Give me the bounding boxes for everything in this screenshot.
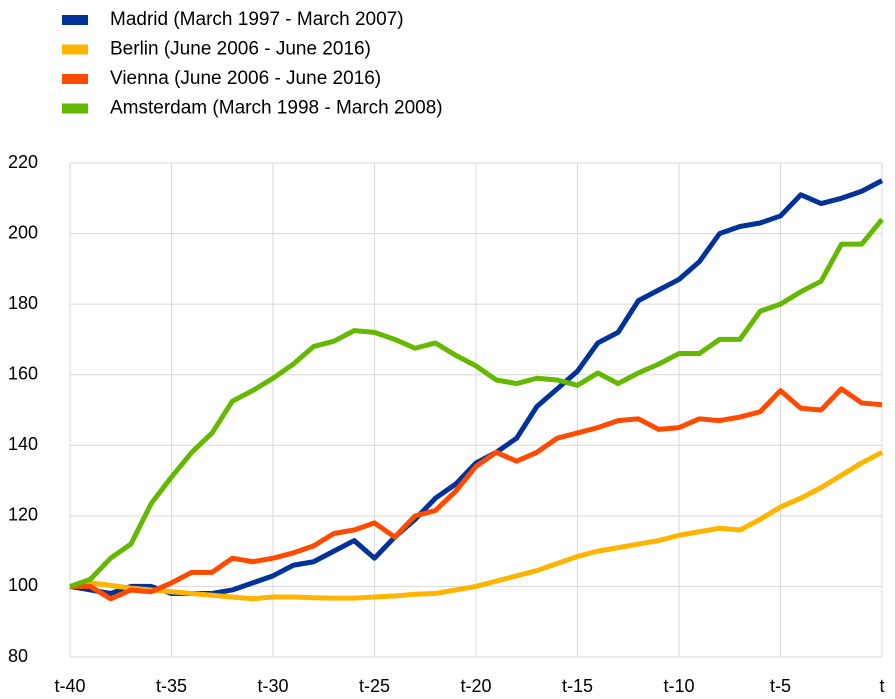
legend-swatch	[62, 103, 88, 114]
x-tick-label: t-30	[257, 676, 288, 696]
legend-swatch	[62, 15, 88, 25]
x-tick-label: t	[879, 676, 884, 696]
x-tick-label: t-5	[770, 676, 791, 696]
x-tick-label: t-10	[663, 676, 694, 696]
x-tick-label: t-35	[156, 676, 187, 696]
line-series	[69, 450, 884, 602]
y-tick-label: 120	[8, 505, 38, 525]
x-tick-label: t-25	[359, 676, 390, 696]
line-series	[70, 386, 883, 602]
legend-label: Madrid (March 1997 - March 2007)	[110, 9, 404, 30]
y-tick-label: 100	[8, 575, 38, 595]
x-tick-label: t-15	[562, 676, 593, 696]
x-tick-label: t-20	[460, 676, 491, 696]
legend-label: Amsterdam (March 1998 - March 2008)	[110, 98, 443, 119]
y-tick-label: 200	[8, 222, 38, 242]
y-tick-label: 140	[8, 434, 38, 454]
y-tick-label: 80	[8, 646, 28, 666]
y-tick-label: 220	[8, 152, 38, 172]
legend-swatch	[62, 44, 88, 55]
legend-label: Vienna (June 2006 - June 2016)	[110, 68, 381, 89]
line-series	[69, 217, 884, 589]
legend-swatch	[62, 74, 88, 84]
legend-label: Berlin (June 2006 - June 2016)	[110, 39, 371, 60]
x-tick-label: t-40	[54, 676, 85, 696]
y-tick-label: 180	[8, 293, 38, 313]
y-tick-label: 160	[8, 363, 38, 383]
